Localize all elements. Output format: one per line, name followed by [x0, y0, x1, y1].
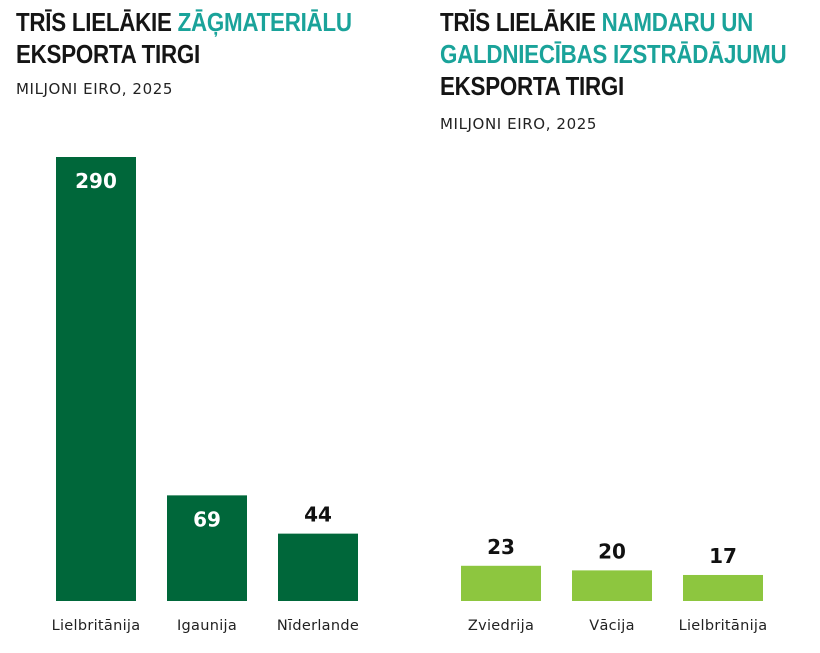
chart2-title-part-4: EKSPORTA TIRGI [440, 71, 624, 101]
chart1-value-label-1: 290 [75, 169, 117, 193]
chart2-category-label-2: Vācija [589, 618, 635, 634]
chart2-category-label-1: Zviedrija [468, 618, 534, 634]
chart2-title-part-3: GALDNIECĪBAS IZSTRĀDĀJUMU [440, 39, 787, 69]
chart2-value-label-3: 17 [709, 544, 737, 568]
chart2-value-label-1: 23 [487, 535, 515, 559]
chart2-value-label-2: 20 [598, 539, 626, 563]
chart1-category-label-1: Lielbritānija [52, 618, 141, 634]
chart1-bar-3 [278, 533, 358, 601]
chart1-category-label-2: Igaunija [177, 618, 237, 634]
chart2-category-label-3: Lielbritānija [679, 618, 768, 634]
chart2-bar-3 [683, 574, 763, 601]
chart1-title-part-1: TRĪS LIELĀKIE [16, 7, 178, 37]
chart1-title-part-2: ZĀĢMATERIĀLU [177, 7, 352, 37]
chart1-bar-1 [56, 157, 136, 601]
chart2-title: TRĪS LIELĀKIE NAMDARU UN GALDNIECĪBAS IZ… [440, 6, 787, 102]
chart1-title: TRĪS LIELĀKIE ZĀĢMATERIĀLU EKSPORTA TIRG… [16, 6, 352, 70]
chart1-title-part-3: EKSPORTA TIRGI [16, 39, 200, 69]
chart2-title-part-2: NAMDARU UN [601, 7, 754, 37]
chart1-value-label-2: 69 [193, 507, 221, 531]
chart2-title-part-1: TRĪS LIELĀKIE [440, 7, 602, 37]
chart2-bar-1 [461, 565, 541, 601]
chart1-category-label-3: Nīderlande [277, 618, 359, 634]
chart1-value-label-3: 44 [304, 503, 332, 527]
chart2-bar-2 [572, 570, 652, 601]
chart1-subtitle: MILJONI EIRO, 2025 [16, 80, 174, 98]
chart1-bar-2 [167, 495, 247, 601]
chart2-subtitle: MILJONI EIRO, 2025 [440, 115, 598, 133]
